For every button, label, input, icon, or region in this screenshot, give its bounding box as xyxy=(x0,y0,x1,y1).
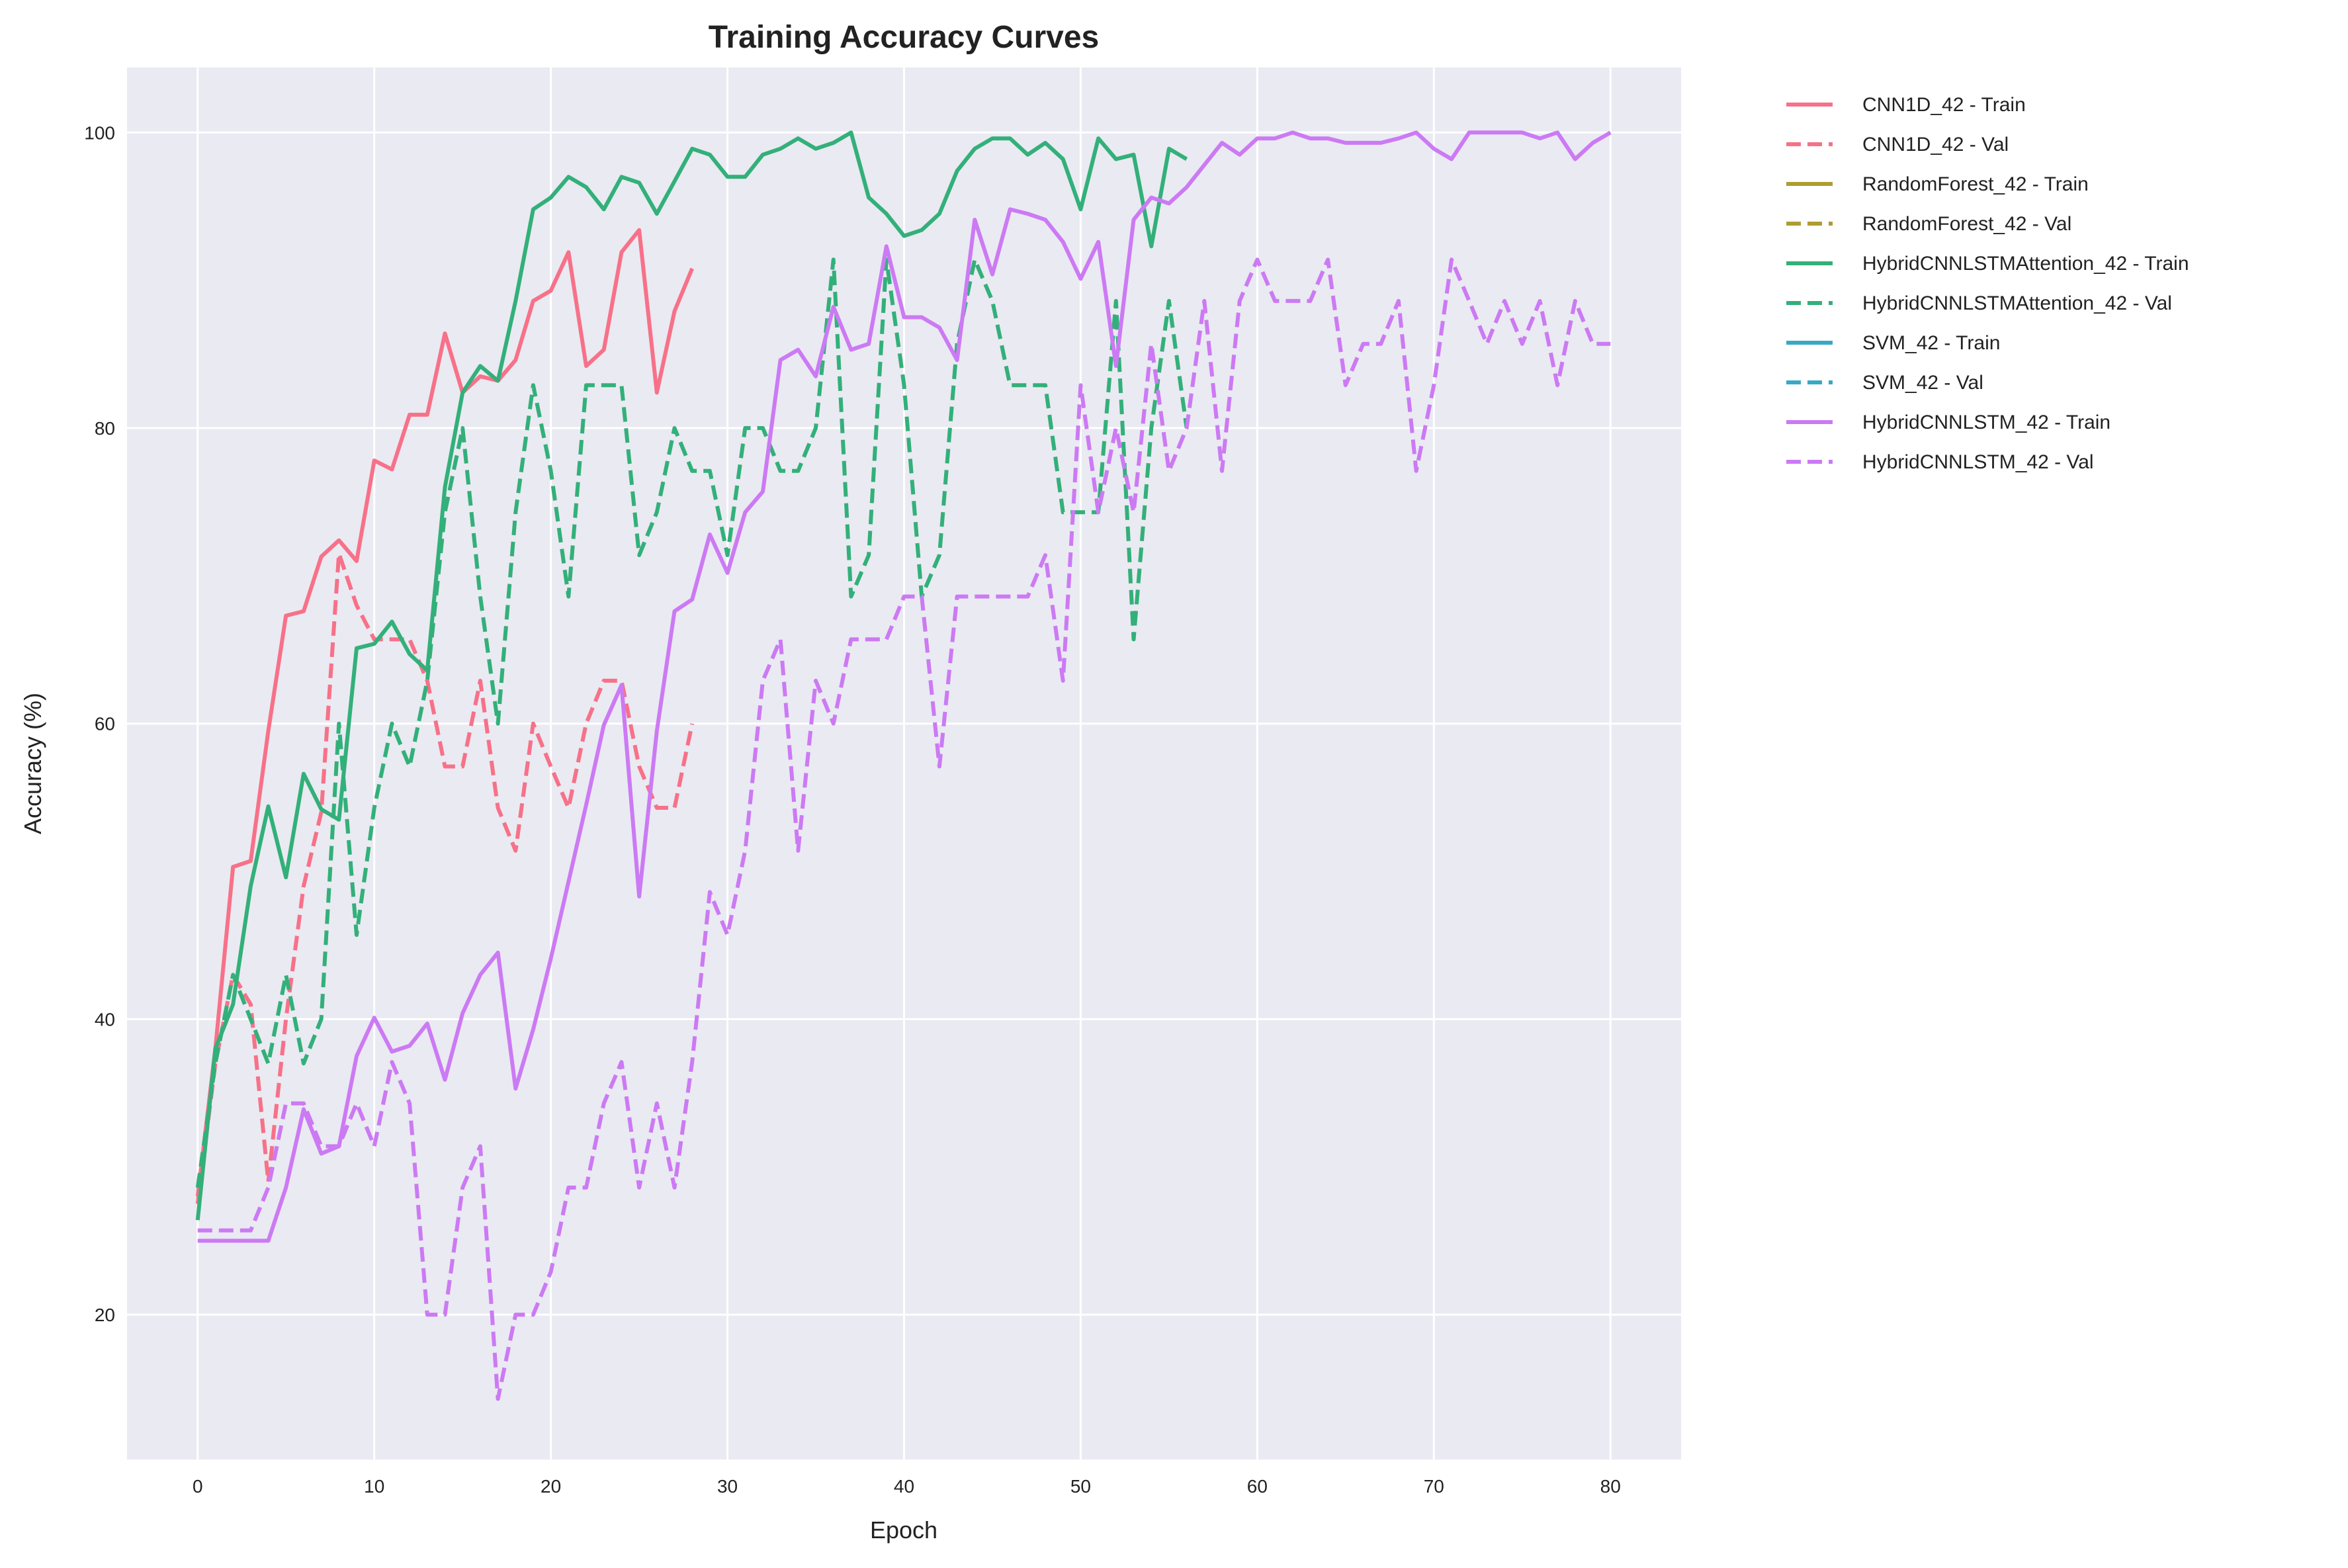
series-line-4 xyxy=(195,130,1188,1221)
tick-labels: 0 10 20 30 40 50 60 70 80 20 40 60 80 100 xyxy=(84,122,1621,1497)
y-tick-label: 20 xyxy=(95,1305,115,1325)
y-tick-label: 100 xyxy=(84,122,115,143)
legend-label: HybridCNNLSTM_42 - Train xyxy=(1862,412,2110,433)
legend-label: CNN1D_42 - Val xyxy=(1862,134,2009,155)
y-tick-label: 60 xyxy=(95,714,115,734)
gridlines xyxy=(127,67,1681,1459)
y-axis-label: Accuracy (%) xyxy=(19,693,46,834)
series-line-9 xyxy=(197,257,1611,1401)
chart-title: Training Accuracy Curves xyxy=(709,20,1099,55)
series-line-0 xyxy=(195,228,694,1197)
series-line-1 xyxy=(195,551,695,1204)
x-tick-label: 10 xyxy=(364,1476,384,1497)
x-tick-label: 60 xyxy=(1247,1476,1268,1497)
x-axis-label: Epoch xyxy=(870,1516,937,1544)
legend-label: RandomForest_42 - Val xyxy=(1862,213,2071,235)
x-tick-label: 0 xyxy=(193,1476,203,1497)
x-tick-label: 40 xyxy=(894,1476,914,1497)
x-tick-label: 70 xyxy=(1424,1476,1444,1497)
legend-label: HybridCNNLSTMAttention_42 - Val xyxy=(1862,292,2172,314)
series-line-8 xyxy=(197,130,1612,1243)
legend-label: HybridCNNLSTMAttention_42 - Train xyxy=(1862,253,2189,275)
series-lines xyxy=(195,130,1612,1401)
y-tick-label: 40 xyxy=(95,1009,115,1029)
legend-label: SVM_42 - Val xyxy=(1862,372,1983,394)
y-tick-label: 80 xyxy=(95,418,115,439)
x-tick-label: 80 xyxy=(1600,1476,1621,1497)
legend-label: RandomForest_42 - Train xyxy=(1862,173,2089,195)
x-tick-label: 50 xyxy=(1070,1476,1091,1497)
legend-label: HybridCNNLSTM_42 - Val xyxy=(1862,451,2094,473)
legend-label: SVM_42 - Train xyxy=(1862,332,2000,354)
series-line-5 xyxy=(195,257,1189,1188)
legend-label: CNN1D_42 - Train xyxy=(1862,94,2026,116)
x-tick-label: 30 xyxy=(717,1476,738,1497)
legend: CNN1D_42 - Train CNN1D_42 - Val RandomFore… xyxy=(1786,94,2189,473)
x-tick-label: 20 xyxy=(541,1476,561,1497)
